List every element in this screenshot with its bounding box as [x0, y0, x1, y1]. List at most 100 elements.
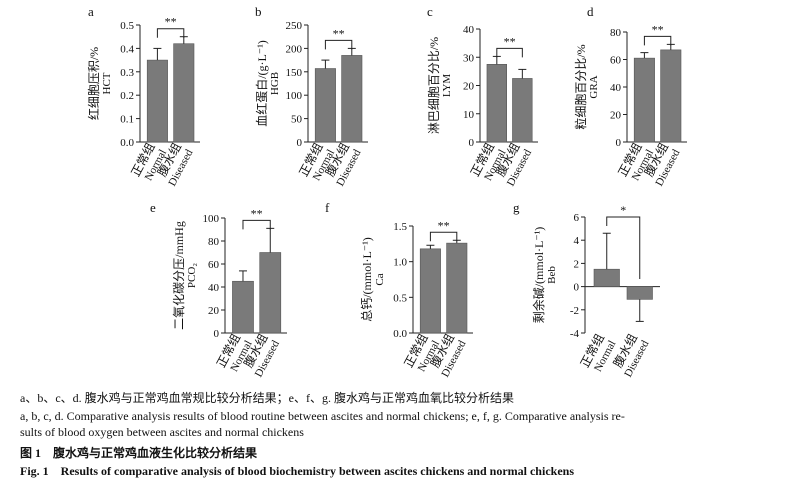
y-tick-label-b: 50	[291, 114, 303, 126]
y-title-e: 二氧化碳分压/mmHg	[172, 221, 186, 330]
y-tick-label-d: 40	[610, 82, 622, 94]
y-tick-label-c: 40	[463, 24, 475, 36]
panel-label-b: b	[255, 4, 262, 19]
y-tick-label-a: 0.2	[120, 90, 134, 102]
y-title-abbr-f: Ca	[374, 273, 386, 285]
y-tick-label-b: 0	[297, 137, 303, 149]
bar-c-0	[486, 64, 507, 143]
y-tick-label-d: 0	[616, 137, 622, 149]
y-tick-label-a: 0.5	[120, 20, 134, 32]
caption-en-line2: sults of blood oxygen between ascites an…	[20, 425, 304, 439]
figure-title-cn: 图 1 腹水鸡与正常鸡血液生化比较分析结果	[20, 446, 258, 460]
y-title-abbr-d: GRA	[588, 75, 600, 98]
y-title-abbr-e: PCO₂	[186, 263, 198, 288]
y-title-abbr-g: Beb	[546, 266, 558, 284]
y-tick-label-e: 60	[208, 259, 220, 271]
y-tick-label-e: 40	[208, 282, 220, 294]
y-tick-label-a: 0.3	[120, 67, 134, 79]
bar-g-0	[593, 268, 620, 287]
bar-f-0	[419, 248, 441, 334]
y-tick-label-b: 200	[286, 43, 303, 55]
significance-mark-d: **	[652, 22, 664, 36]
significance-bracket-f	[429, 231, 458, 242]
significance-bracket-d	[643, 35, 672, 46]
bar-b-0	[314, 68, 336, 143]
y-title-abbr-a: HCT	[101, 72, 113, 94]
figure-title-en: Fig. 1 Results of comparative analysis o…	[20, 464, 574, 478]
y-tick-label-g: -4	[570, 328, 580, 340]
y-title-f: 总钙/(mmol·L⁻¹)	[360, 237, 374, 322]
significance-bracket-e	[242, 219, 271, 230]
bar-f-1	[446, 242, 468, 334]
y-title-c: 淋巴细胞百分比/%	[427, 37, 441, 134]
bar-g-1	[626, 286, 653, 300]
y-tick-label-g: 4	[574, 235, 580, 247]
y-tick-label-d: 80	[610, 27, 622, 39]
bar-d-0	[633, 57, 655, 143]
y-tick-label-a: 0.1	[120, 114, 134, 126]
y-title-b: 血红蛋白/(g·L⁻¹)	[254, 40, 269, 127]
y-tick-label-e: 0	[214, 328, 220, 340]
panel-label-f: f	[325, 200, 330, 215]
significance-mark-b: **	[333, 26, 345, 40]
significance-mark-e: **	[251, 206, 263, 220]
caption-cn: a、b、c、d. 腹水鸡与正常鸡血常规比较分析结果；e、f、g. 腹水鸡与正常鸡…	[20, 391, 514, 405]
bar-a-1	[173, 43, 195, 143]
y-title-g: 剩余碱/(mmol·L⁻¹)	[531, 227, 546, 324]
y-title-abbr-c: LYM	[441, 74, 453, 98]
panel-label-a: a	[88, 4, 94, 19]
panel-label-c: c	[427, 4, 433, 19]
significance-mark-a: **	[165, 15, 177, 29]
y-tick-label-c: 0	[469, 137, 475, 149]
y-title-d: 粒细胞百分比/%	[573, 44, 588, 129]
figure-panels: a0.00.10.20.30.40.5 **正常组Normal腹水组Disease…	[86, 4, 687, 379]
panel-label-d: d	[587, 4, 594, 19]
y-tick-label-g: 0	[574, 282, 580, 294]
significance-mark-c: **	[504, 34, 516, 48]
y-tick-label-b: 100	[286, 90, 303, 102]
y-tick-label-c: 10	[463, 109, 475, 121]
y-tick-label-b: 250	[286, 20, 303, 32]
y-tick-label-f: 0.0	[393, 328, 407, 340]
panel-label-g: g	[513, 200, 520, 215]
y-tick-label-e: 20	[208, 305, 220, 317]
significance-mark-f: **	[438, 218, 450, 232]
y-tick-label-d: 60	[610, 55, 622, 67]
y-title-a: 红细胞压积/%	[86, 47, 101, 120]
bar-d-1	[660, 49, 682, 143]
significance-bracket-g	[606, 216, 641, 279]
y-title-abbr-b: HGB	[269, 72, 281, 95]
y-tick-label-g: -2	[570, 305, 579, 317]
significance-bracket-c	[496, 47, 523, 58]
caption-en-line1: a, b, c, d. Comparative analysis results…	[20, 409, 625, 423]
bar-b-1	[341, 55, 363, 143]
y-tick-label-b: 150	[286, 67, 303, 79]
y-tick-label-g: 6	[574, 212, 580, 224]
y-tick-label-e: 100	[203, 213, 220, 225]
y-tick-label-a: 0.0	[120, 137, 134, 149]
y-tick-label-f: 0.5	[393, 292, 407, 304]
y-tick-label-c: 20	[463, 81, 475, 93]
y-tick-label-g: 2	[574, 258, 580, 270]
panel-label-e: e	[150, 200, 156, 215]
bar-c-1	[512, 78, 533, 143]
significance-bracket-a	[156, 28, 185, 38]
bar-e-0	[232, 280, 254, 334]
significance-bracket-b	[324, 39, 353, 50]
y-tick-label-c: 30	[463, 52, 475, 64]
y-tick-label-d: 20	[610, 110, 622, 122]
y-tick-label-e: 80	[208, 236, 220, 248]
bar-a-0	[146, 59, 168, 143]
significance-mark-g: *	[620, 203, 626, 217]
y-tick-label-f: 1.0	[393, 257, 407, 269]
y-tick-label-f: 1.5	[393, 221, 407, 233]
